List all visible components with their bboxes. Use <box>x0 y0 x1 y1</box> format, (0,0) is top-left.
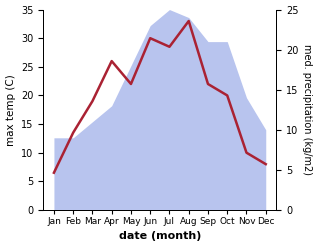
Y-axis label: max temp (C): max temp (C) <box>5 74 16 146</box>
Y-axis label: med. precipitation (kg/m2): med. precipitation (kg/m2) <box>302 44 313 175</box>
X-axis label: date (month): date (month) <box>119 231 201 242</box>
